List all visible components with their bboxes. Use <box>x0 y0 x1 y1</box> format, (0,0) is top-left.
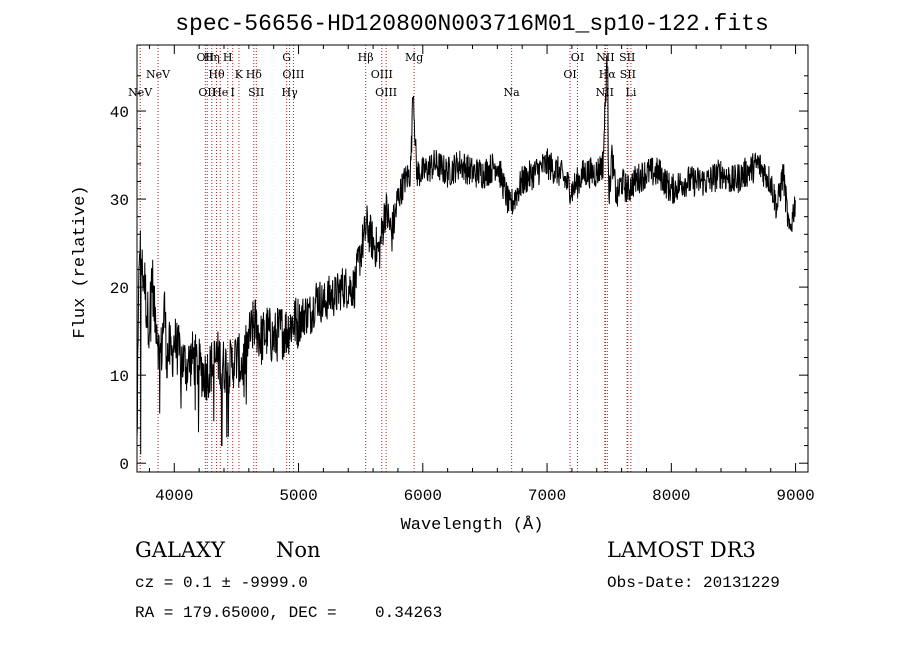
emission-line-label: NII <box>596 51 614 64</box>
emission-line-label: SII <box>620 68 636 81</box>
emission-line-label: OI <box>563 68 576 81</box>
redshift-text: cz = 0.1 ± -9999.0 <box>135 574 308 592</box>
x-tick-label: 8000 <box>652 487 690 505</box>
emission-line-label: Hγ <box>282 86 299 99</box>
object-subclass: Non <box>276 538 321 562</box>
y-tick-label: 40 <box>110 104 129 122</box>
y-tick-label: 0 <box>119 456 129 474</box>
emission-line-label: SII <box>619 51 635 64</box>
emission-line-label: I <box>230 86 234 99</box>
survey-name: LAMOST DR3 <box>607 538 756 562</box>
y-tick-label: 10 <box>110 368 129 386</box>
emission-line-label: NII <box>596 86 614 99</box>
emission-line-label: Hθ <box>208 68 225 81</box>
emission-line-label: Na <box>504 86 521 99</box>
y-tick-label: 30 <box>110 192 129 210</box>
spectrum-line <box>136 55 796 455</box>
emission-line-label: Hβ <box>358 51 374 64</box>
emission-line-label: SII <box>248 86 264 99</box>
plot-frame <box>136 44 809 473</box>
emission-line-label: K <box>235 68 244 81</box>
emission-line-label: NeV <box>128 86 153 99</box>
emission-line-label: OII <box>196 51 214 64</box>
y-tick-label: 20 <box>110 280 129 298</box>
emission-line-label: OII <box>198 86 216 99</box>
x-tick-label: 6000 <box>404 487 442 505</box>
x-axis-label: Wavelength (Å) <box>401 516 544 535</box>
axes: 4000 5000 6000 7000 8000 9000 0 10 20 30 40 <box>110 45 815 505</box>
x-tick-label: 9000 <box>776 487 814 505</box>
obs-date: Obs-Date: 20131229 <box>607 574 780 592</box>
ra-dec-text: RA = 179.65000, DEC = 0.34263 <box>135 604 443 622</box>
emission-line-label: OIII <box>282 68 304 81</box>
emission-line-label: Mg <box>405 51 423 64</box>
emission-line-label: Hδ <box>246 68 263 81</box>
emission-line-label: Hη <box>204 51 220 64</box>
emission-line-label: NeV <box>146 68 171 81</box>
x-tick-label: 5000 <box>279 487 317 505</box>
object-class: GALAXY <box>135 538 225 562</box>
y-axis-label: Flux (relative) <box>71 185 90 338</box>
emission-line-label: OI <box>571 51 584 64</box>
emission-line-label: H <box>223 51 233 64</box>
emission-line-label: OIII <box>371 68 393 81</box>
chart-title: spec-56656-HD120800N003716M01_sp10-122.f… <box>175 11 769 37</box>
emission-line-label: OIII <box>375 86 397 99</box>
emission-line-label: Li <box>626 86 637 99</box>
emission-line-label: G <box>282 51 291 64</box>
x-tick-label: 7000 <box>528 487 566 505</box>
emission-line-label: He <box>212 86 228 99</box>
x-tick-label: 4000 <box>155 487 193 505</box>
